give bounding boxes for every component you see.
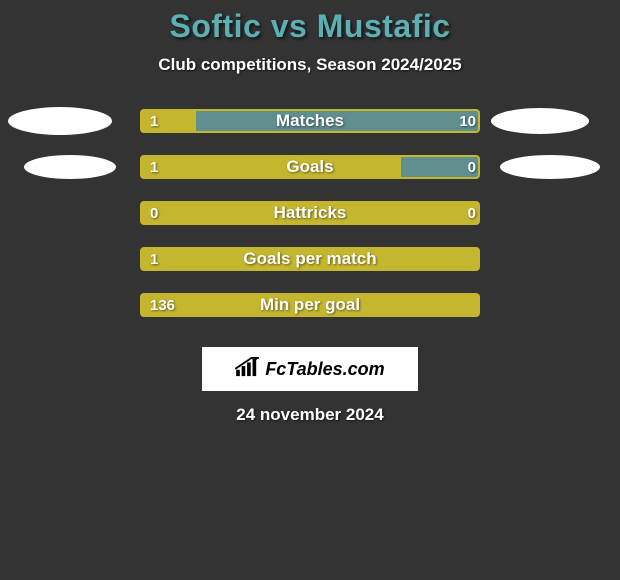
player-photo-placeholder (8, 107, 112, 135)
bar-segment-left (142, 203, 478, 223)
chart-icon (235, 357, 261, 382)
bar-segment-left (142, 157, 401, 177)
page-title: Softic vs Mustafic (0, 0, 620, 45)
bar-segment-left (142, 295, 478, 315)
bar-track (140, 109, 480, 133)
bar-segment-left (142, 249, 478, 269)
bar-track (140, 247, 480, 271)
stat-row: Min per goal136 (0, 293, 620, 339)
stat-row: Goals per match1 (0, 247, 620, 293)
date-text: 24 november 2024 (0, 405, 620, 425)
bar-track (140, 293, 480, 317)
player-photo-placeholder (491, 108, 589, 134)
bar-segment-left (142, 111, 196, 131)
bar-track (140, 201, 480, 225)
bar-segment-right (196, 111, 478, 131)
subtitle: Club competitions, Season 2024/2025 (0, 55, 620, 75)
bar-segment-right (401, 157, 478, 177)
comparison-chart: Matches110Goals10Hattricks00Goals per ma… (0, 109, 620, 339)
player-photo-placeholder (24, 155, 116, 179)
player-photo-placeholder (500, 155, 600, 179)
stat-row: Hattricks00 (0, 201, 620, 247)
logo-text: FcTables.com (265, 359, 384, 380)
bar-track (140, 155, 480, 179)
logo-box: FcTables.com (202, 347, 418, 391)
